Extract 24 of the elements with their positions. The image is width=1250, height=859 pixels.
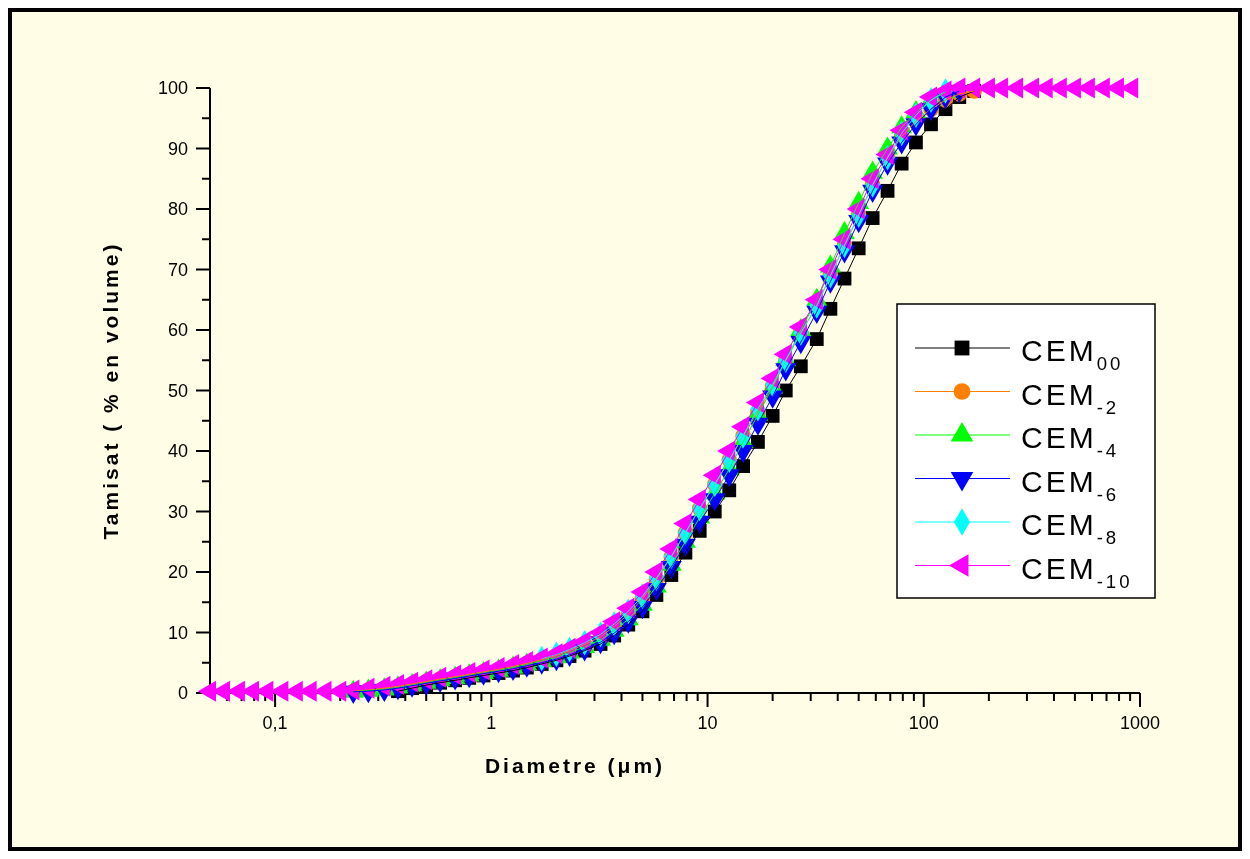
legend-label: CEM$_{00}$ [1021, 334, 1124, 374]
y-tick-label: 70 [167, 259, 188, 280]
y-tick-label: 10 [167, 622, 188, 643]
legend-label: CEM$_{-2}$ [1021, 377, 1120, 418]
legend-label: CEM$_{-6}$ [1021, 464, 1120, 505]
x-tick-label: 1000 [1119, 713, 1161, 733]
legend-label: CEM$_{-4}$ [1021, 421, 1120, 461]
y-tick-label: 60 [167, 320, 188, 340]
y-axis-title: Tamisat ( % en volume) [99, 241, 122, 540]
legend-label: CEM$_{-8}$ [1021, 508, 1120, 548]
x-tick-label: 100 [908, 713, 939, 733]
y-tick-label: 30 [167, 501, 188, 522]
y-tick-label: 40 [167, 441, 188, 461]
y-tick-label: 0 [177, 683, 188, 703]
y-tick-label: 90 [167, 138, 188, 159]
legend-label: CEM$_{-10}$ [1021, 551, 1133, 592]
y-tick-label: 20 [167, 562, 188, 582]
y-tick-label: 100 [157, 78, 188, 98]
x-tick-label: 0,1 [262, 713, 288, 733]
x-tick-label: 1 [486, 713, 497, 733]
y-tick-label: 50 [167, 380, 188, 401]
y-tick-label: 80 [167, 199, 188, 219]
x-tick-label: 10 [697, 713, 718, 733]
x-axis-title: Diametre (μm) [484, 754, 666, 777]
